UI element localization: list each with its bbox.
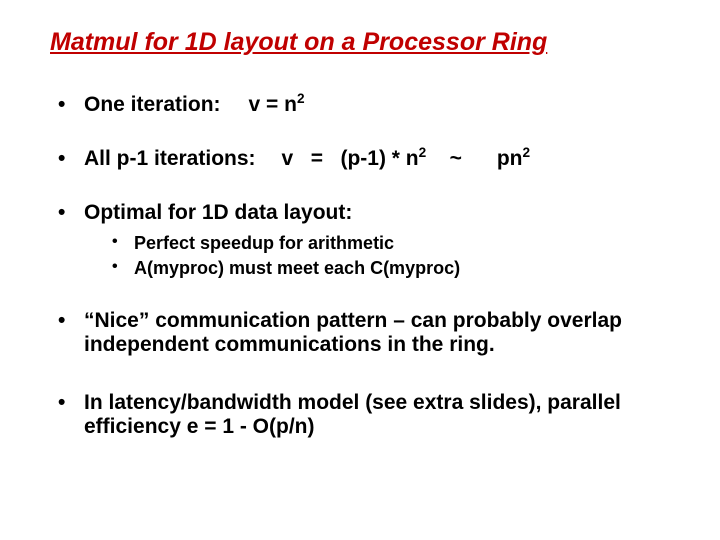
bullet-item: One iteration: v = n2 [58, 93, 670, 117]
bullet-expression: v = n2 [249, 93, 305, 116]
bullet-text: All p-1 iterations: [84, 147, 256, 170]
sub-bullet-item: A(myproc) must meet each C(myproc) [112, 258, 670, 279]
bullet-item: All p-1 iterations: v = (p-1) * n2 ~ pn2 [58, 147, 670, 171]
slide-title: Matmul for 1D layout on a Processor Ring [50, 28, 670, 57]
bullet-text: One iteration: [84, 93, 221, 116]
bullet-text: “Nice” communication pattern – can proba… [84, 309, 622, 356]
bullet-list: One iteration: v = n2 All p-1 iterations: v… [50, 93, 670, 439]
bullet-item: In latency/bandwidth model (see extra sl… [58, 391, 670, 439]
bullet-text: In latency/bandwidth model (see extra sl… [84, 391, 621, 438]
sub-bullet-item: Perfect speedup for arithmetic [112, 233, 670, 254]
bullet-item: Optimal for 1D data layout: Perfect speed… [58, 201, 670, 279]
bullet-text: Optimal for 1D data layout: [84, 201, 352, 224]
sub-bullet-list: Perfect speedup for arithmetic A(myproc) … [84, 233, 670, 279]
bullet-item: “Nice” communication pattern – can proba… [58, 309, 670, 357]
bullet-expression: v = (p-1) * n2 ~ pn2 [282, 147, 531, 170]
